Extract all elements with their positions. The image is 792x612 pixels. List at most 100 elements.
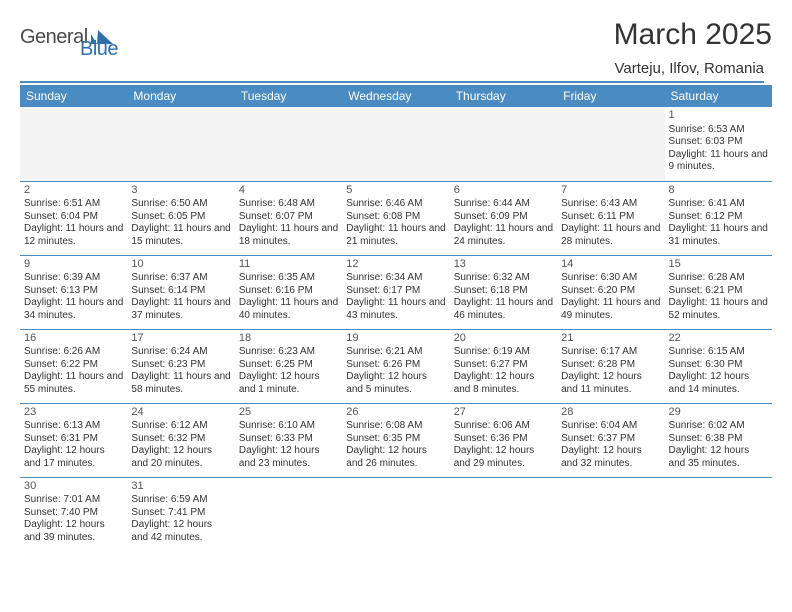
sunrise-line: Sunrise: 6:23 AM bbox=[239, 346, 338, 359]
day-number: 14 bbox=[561, 258, 660, 272]
daylight-line: Daylight: 12 hours and 39 minutes. bbox=[24, 519, 123, 544]
weekday-header: Thursday bbox=[450, 85, 557, 107]
sunset-line: Sunset: 6:20 PM bbox=[561, 285, 660, 298]
sunset-line: Sunset: 6:25 PM bbox=[239, 359, 338, 372]
calendar-cell bbox=[235, 107, 342, 181]
daylight-line: Daylight: 11 hours and 34 minutes. bbox=[24, 297, 123, 322]
day-number: 29 bbox=[669, 406, 768, 420]
calendar-week: 30Sunrise: 7:01 AMSunset: 7:40 PMDayligh… bbox=[20, 477, 772, 551]
daylight-line: Daylight: 12 hours and 20 minutes. bbox=[131, 445, 230, 470]
calendar-cell: 14Sunrise: 6:30 AMSunset: 6:20 PMDayligh… bbox=[557, 255, 664, 329]
sunrise-line: Sunrise: 6:04 AM bbox=[561, 420, 660, 433]
sunrise-line: Sunrise: 6:44 AM bbox=[454, 198, 553, 211]
weekday-header: Wednesday bbox=[342, 85, 449, 107]
calendar-cell: 10Sunrise: 6:37 AMSunset: 6:14 PMDayligh… bbox=[127, 255, 234, 329]
day-number: 21 bbox=[561, 332, 660, 346]
calendar-head: SundayMondayTuesdayWednesdayThursdayFrid… bbox=[20, 85, 772, 107]
calendar-cell bbox=[557, 477, 664, 551]
day-number: 3 bbox=[131, 184, 230, 198]
sunset-line: Sunset: 6:18 PM bbox=[454, 285, 553, 298]
day-number: 9 bbox=[24, 258, 123, 272]
calendar-cell: 13Sunrise: 6:32 AMSunset: 6:18 PMDayligh… bbox=[450, 255, 557, 329]
sunrise-line: Sunrise: 6:51 AM bbox=[24, 198, 123, 211]
daylight-line: Daylight: 11 hours and 49 minutes. bbox=[561, 297, 660, 322]
calendar-cell: 30Sunrise: 7:01 AMSunset: 7:40 PMDayligh… bbox=[20, 477, 127, 551]
sunset-line: Sunset: 6:17 PM bbox=[346, 285, 445, 298]
calendar-cell bbox=[127, 107, 234, 181]
sunset-line: Sunset: 6:23 PM bbox=[131, 359, 230, 372]
sunset-line: Sunset: 7:41 PM bbox=[131, 507, 230, 520]
header: General March 2025 bbox=[20, 18, 772, 54]
calendar-cell bbox=[450, 107, 557, 181]
sunrise-line: Sunrise: 6:24 AM bbox=[131, 346, 230, 359]
day-number: 13 bbox=[454, 258, 553, 272]
day-number: 1 bbox=[669, 109, 768, 123]
calendar-table: SundayMondayTuesdayWednesdayThursdayFrid… bbox=[20, 85, 772, 551]
calendar-cell: 17Sunrise: 6:24 AMSunset: 6:23 PMDayligh… bbox=[127, 329, 234, 403]
daylight-line: Daylight: 12 hours and 14 minutes. bbox=[669, 371, 768, 396]
calendar-cell: 7Sunrise: 6:43 AMSunset: 6:11 PMDaylight… bbox=[557, 181, 664, 255]
daylight-line: Daylight: 11 hours and 24 minutes. bbox=[454, 223, 553, 248]
sunrise-line: Sunrise: 6:12 AM bbox=[131, 420, 230, 433]
calendar-cell: 31Sunrise: 6:59 AMSunset: 7:41 PMDayligh… bbox=[127, 477, 234, 551]
calendar-cell bbox=[342, 107, 449, 181]
sunrise-line: Sunrise: 6:13 AM bbox=[24, 420, 123, 433]
day-number: 7 bbox=[561, 184, 660, 198]
sunrise-line: Sunrise: 6:08 AM bbox=[346, 420, 445, 433]
sunset-line: Sunset: 6:05 PM bbox=[131, 211, 230, 224]
calendar-week: 16Sunrise: 6:26 AMSunset: 6:22 PMDayligh… bbox=[20, 329, 772, 403]
sunrise-line: Sunrise: 6:39 AM bbox=[24, 272, 123, 285]
daylight-line: Daylight: 11 hours and 28 minutes. bbox=[561, 223, 660, 248]
day-number: 16 bbox=[24, 332, 123, 346]
day-number: 18 bbox=[239, 332, 338, 346]
sunrise-line: Sunrise: 6:32 AM bbox=[454, 272, 553, 285]
calendar-cell: 5Sunrise: 6:46 AMSunset: 6:08 PMDaylight… bbox=[342, 181, 449, 255]
calendar-week: 2Sunrise: 6:51 AMSunset: 6:04 PMDaylight… bbox=[20, 181, 772, 255]
day-number: 8 bbox=[669, 184, 768, 198]
sunrise-line: Sunrise: 6:02 AM bbox=[669, 420, 768, 433]
weekday-header: Friday bbox=[557, 85, 664, 107]
calendar-page: General March 2025 Blue Varteju, Ilfov, … bbox=[0, 0, 792, 551]
sunrise-line: Sunrise: 6:35 AM bbox=[239, 272, 338, 285]
calendar-cell: 23Sunrise: 6:13 AMSunset: 6:31 PMDayligh… bbox=[20, 403, 127, 477]
calendar-week: 23Sunrise: 6:13 AMSunset: 6:31 PMDayligh… bbox=[20, 403, 772, 477]
calendar-cell: 2Sunrise: 6:51 AMSunset: 6:04 PMDaylight… bbox=[20, 181, 127, 255]
sunset-line: Sunset: 6:27 PM bbox=[454, 359, 553, 372]
sunset-line: Sunset: 6:33 PM bbox=[239, 433, 338, 446]
calendar-week: 1Sunrise: 6:53 AMSunset: 6:03 PMDaylight… bbox=[20, 107, 772, 181]
daylight-line: Daylight: 11 hours and 46 minutes. bbox=[454, 297, 553, 322]
calendar-cell: 27Sunrise: 6:06 AMSunset: 6:36 PMDayligh… bbox=[450, 403, 557, 477]
sunrise-line: Sunrise: 6:06 AM bbox=[454, 420, 553, 433]
daylight-line: Daylight: 11 hours and 9 minutes. bbox=[669, 149, 768, 174]
day-number: 22 bbox=[669, 332, 768, 346]
day-number: 19 bbox=[346, 332, 445, 346]
weekday-row: SundayMondayTuesdayWednesdayThursdayFrid… bbox=[20, 85, 772, 107]
daylight-line: Daylight: 11 hours and 52 minutes. bbox=[669, 297, 768, 322]
location-line: Varteju, Ilfov, Romania bbox=[20, 60, 764, 83]
sunrise-line: Sunrise: 6:10 AM bbox=[239, 420, 338, 433]
daylight-line: Daylight: 12 hours and 1 minute. bbox=[239, 371, 338, 396]
daylight-line: Daylight: 12 hours and 32 minutes. bbox=[561, 445, 660, 470]
calendar-cell: 21Sunrise: 6:17 AMSunset: 6:28 PMDayligh… bbox=[557, 329, 664, 403]
sunset-line: Sunset: 6:31 PM bbox=[24, 433, 123, 446]
sunset-line: Sunset: 6:07 PM bbox=[239, 211, 338, 224]
calendar-cell bbox=[450, 477, 557, 551]
daylight-line: Daylight: 12 hours and 26 minutes. bbox=[346, 445, 445, 470]
calendar-cell bbox=[20, 107, 127, 181]
sunrise-line: Sunrise: 6:59 AM bbox=[131, 494, 230, 507]
daylight-line: Daylight: 11 hours and 58 minutes. bbox=[131, 371, 230, 396]
sunrise-line: Sunrise: 6:21 AM bbox=[346, 346, 445, 359]
daylight-line: Daylight: 12 hours and 42 minutes. bbox=[131, 519, 230, 544]
calendar-cell: 20Sunrise: 6:19 AMSunset: 6:27 PMDayligh… bbox=[450, 329, 557, 403]
sunset-line: Sunset: 6:28 PM bbox=[561, 359, 660, 372]
calendar-cell: 22Sunrise: 6:15 AMSunset: 6:30 PMDayligh… bbox=[665, 329, 772, 403]
day-number: 15 bbox=[669, 258, 768, 272]
day-number: 17 bbox=[131, 332, 230, 346]
daylight-line: Daylight: 11 hours and 31 minutes. bbox=[669, 223, 768, 248]
day-number: 11 bbox=[239, 258, 338, 272]
calendar-cell: 29Sunrise: 6:02 AMSunset: 6:38 PMDayligh… bbox=[665, 403, 772, 477]
daylight-line: Daylight: 11 hours and 18 minutes. bbox=[239, 223, 338, 248]
sunset-line: Sunset: 6:35 PM bbox=[346, 433, 445, 446]
day-number: 30 bbox=[24, 480, 123, 494]
sunset-line: Sunset: 6:03 PM bbox=[669, 136, 768, 149]
